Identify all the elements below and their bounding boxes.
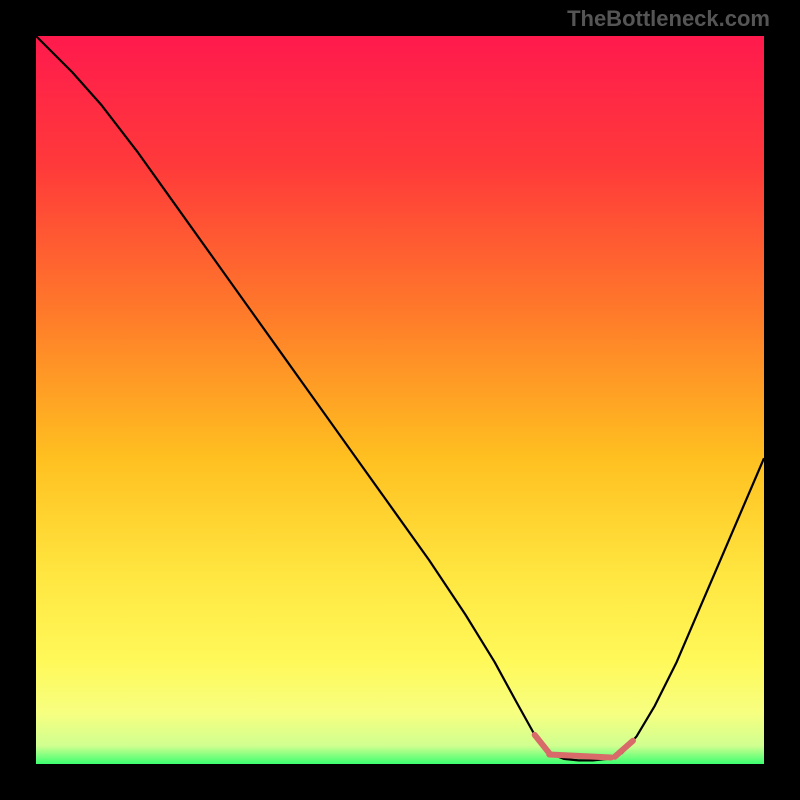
- chart-container: TheBottleneck.com: [0, 0, 800, 800]
- gradient-plot-area: [36, 36, 764, 764]
- valley-accent-segment: [549, 755, 611, 758]
- gradient-valley-chart: [0, 0, 800, 800]
- watermark-text: TheBottleneck.com: [567, 6, 770, 32]
